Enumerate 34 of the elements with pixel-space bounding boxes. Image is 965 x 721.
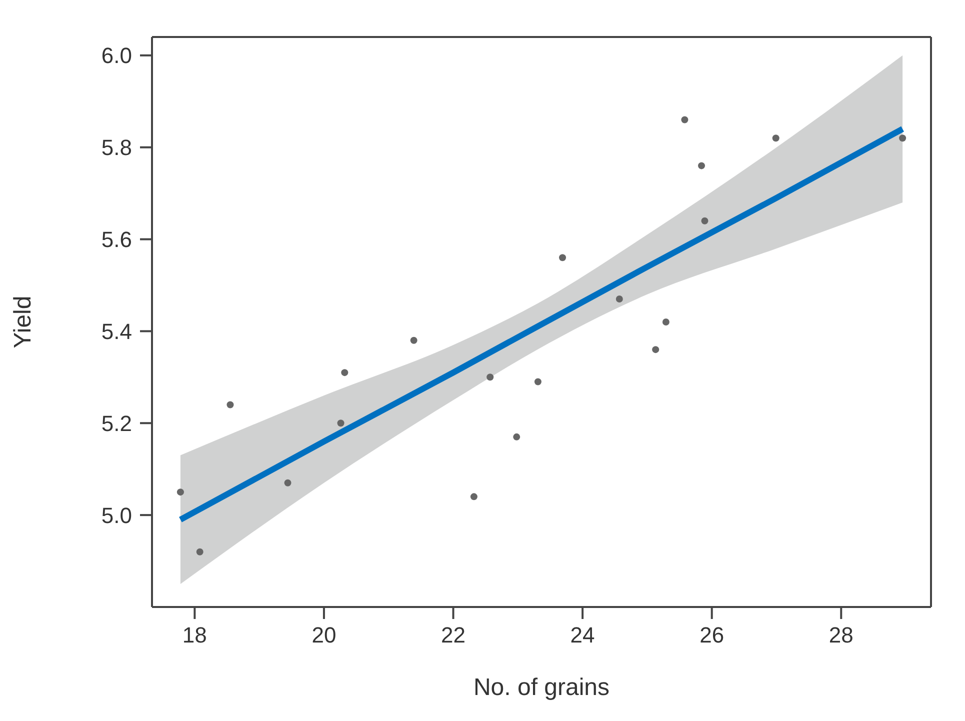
y-tick-label: 5.2 [101, 410, 132, 436]
point [534, 378, 542, 386]
point [662, 318, 670, 326]
x-tick-label: 26 [700, 622, 724, 648]
y-tick-label: 6.0 [101, 43, 132, 68]
point [486, 374, 494, 381]
y-tick-label: 5.6 [101, 227, 132, 252]
point [652, 346, 660, 354]
x-tick-label: 28 [828, 622, 854, 648]
point [196, 548, 204, 556]
point [559, 254, 566, 262]
y-tick-label: 5.4 [101, 319, 132, 344]
point [616, 296, 623, 303]
point [176, 488, 184, 496]
x-tick-label: 18 [182, 622, 207, 648]
x-tick-label: 22 [441, 622, 466, 648]
point [681, 116, 688, 124]
point [410, 336, 418, 344]
y-tick-label: 5.0 [101, 502, 132, 528]
point [226, 401, 234, 408]
y-axis-title: Yield [10, 296, 37, 348]
point [341, 369, 348, 376]
x-tick-label: 20 [312, 622, 336, 648]
point [337, 420, 344, 427]
x-tick-label: 24 [570, 622, 595, 648]
point [899, 134, 906, 142]
point [513, 433, 520, 440]
y-tick-label: 5.8 [101, 135, 132, 160]
point [701, 217, 708, 224]
x-axis-title: No. of grains [473, 674, 610, 701]
point [284, 479, 292, 486]
point [470, 493, 478, 500]
point [772, 134, 780, 142]
point [698, 162, 705, 170]
